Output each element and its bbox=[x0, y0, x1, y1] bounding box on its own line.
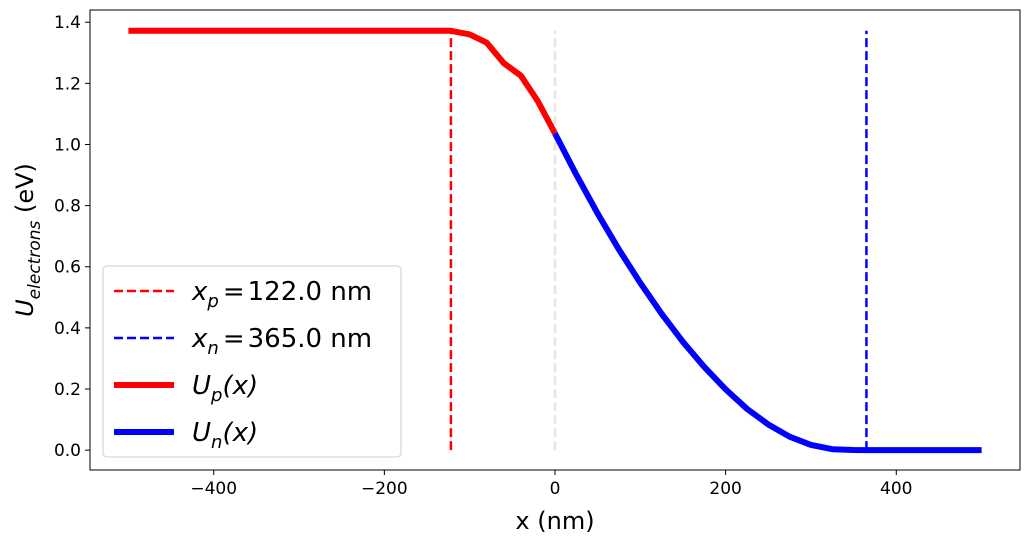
legend-label-un: Un(x) bbox=[192, 418, 258, 453]
legend-label-xp-sub: p bbox=[206, 291, 218, 312]
y-tick-label: 1.0 bbox=[54, 135, 81, 155]
legend-label-up-sub: p bbox=[210, 385, 222, 406]
y-axis-label-var: U bbox=[11, 299, 39, 317]
legend-label-up-var: U bbox=[192, 371, 211, 401]
y-tick-label: 0.8 bbox=[54, 197, 81, 217]
legend-label-xn-eq: = bbox=[223, 324, 245, 354]
series-up-line bbox=[128, 27, 558, 135]
legend-label-up: Up(x) bbox=[192, 371, 258, 406]
y-axis-label: Uelectrons (eV) bbox=[11, 163, 45, 317]
legend: xp = 122.0 nm xn = 365.0 nm Up(x) Un(x) bbox=[102, 265, 402, 458]
axes: −400 −200 0 200 400 0.0 0.2 0.4 0.6 0.8 1.0 1.2 1.4 bbox=[54, 13, 913, 499]
y-tick-label: 0.4 bbox=[54, 319, 81, 339]
x-tick-label: 400 bbox=[880, 479, 912, 499]
chart-marks bbox=[128, 27, 982, 454]
legend-label-xn: xn = 365.0 nm bbox=[191, 324, 372, 359]
y-tick-label: 0.2 bbox=[54, 380, 81, 400]
legend-label-xp: xp = 122.0 nm bbox=[191, 277, 372, 312]
legend-label-up-arg: (x) bbox=[222, 371, 258, 401]
legend-label-xn-value: 365.0 nm bbox=[248, 324, 373, 354]
x-tick-label: −200 bbox=[361, 479, 408, 499]
legend-box bbox=[102, 265, 402, 458]
x-tick-label: 200 bbox=[709, 479, 741, 499]
legend-label-un-var: U bbox=[192, 418, 211, 448]
legend-label-xn-var: x bbox=[191, 324, 208, 354]
y-axis-label-unit: (eV) bbox=[11, 163, 39, 221]
x-tick-label: −400 bbox=[190, 479, 237, 499]
y-axis-label-sub: electrons bbox=[25, 221, 45, 300]
legend-label-xp-eq: = bbox=[223, 277, 245, 307]
y-tick-label: 0.0 bbox=[54, 441, 81, 461]
legend-label-un-arg: (x) bbox=[222, 418, 258, 448]
y-tick-label: 1.4 bbox=[54, 13, 81, 33]
y-tick-label: 1.2 bbox=[54, 74, 81, 94]
legend-label-un-sub: n bbox=[211, 432, 222, 453]
series-un-line bbox=[552, 132, 982, 454]
plot-frame bbox=[89, 9, 1021, 471]
x-axis-label: x (nm) bbox=[515, 507, 594, 535]
legend-label-xp-value: 122.0 nm bbox=[248, 277, 373, 307]
x-tick-label: 0 bbox=[550, 479, 561, 499]
y-tick-label: 0.6 bbox=[54, 258, 81, 278]
legend-label-xn-sub: n bbox=[207, 338, 218, 359]
legend-label-xp-var: x bbox=[191, 277, 208, 307]
